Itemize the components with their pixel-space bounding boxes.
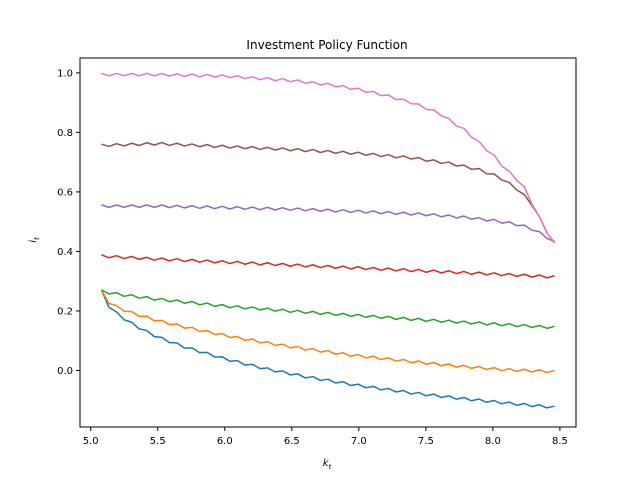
- x-tick-label: 7.5: [418, 436, 434, 447]
- x-axis-label-main: k: [323, 458, 330, 469]
- chart-title: Investment Policy Function: [246, 38, 407, 52]
- y-axis-label-subscript: t: [33, 237, 41, 240]
- series-line-4: [101, 254, 555, 279]
- x-tick-label: 5.0: [83, 436, 99, 447]
- x-tick-label: 6.0: [217, 436, 233, 447]
- y-tick-label: 0.2: [57, 306, 73, 317]
- y-tick-label: 0.4: [57, 247, 73, 258]
- y-tick-label: 1.0: [57, 68, 73, 79]
- plot-area: [100, 72, 556, 409]
- x-tick-label: 8.0: [485, 436, 501, 447]
- x-tick-label: 6.5: [284, 436, 300, 447]
- series-line-6: [101, 141, 556, 244]
- series-line-5: [101, 204, 555, 243]
- series-line-2: [100, 289, 555, 374]
- y-axis-label-main: i: [28, 240, 39, 243]
- y-tick-label: 0.6: [57, 187, 73, 198]
- y-axis-label: it: [28, 237, 41, 243]
- axis-ticks: 5.0 5.5 6.0 6.5 7.0 7.5 8.0 8.5 0.0 0.2 0.4 0.6 0.8 1…: [57, 68, 568, 447]
- x-tick-label: 7.0: [351, 436, 367, 447]
- series-line-3: [101, 289, 555, 330]
- y-tick-label: 0.0: [57, 366, 73, 377]
- x-axis-label-subscript: t: [329, 463, 332, 471]
- x-axis-label: kt: [323, 458, 332, 471]
- series-line-1: [100, 289, 555, 409]
- x-tick-label: 5.5: [150, 436, 166, 447]
- y-tick-label: 0.8: [57, 128, 73, 139]
- series-line-7: [101, 72, 556, 244]
- axes-frame: [79, 57, 577, 428]
- x-tick-label: 8.5: [552, 436, 568, 447]
